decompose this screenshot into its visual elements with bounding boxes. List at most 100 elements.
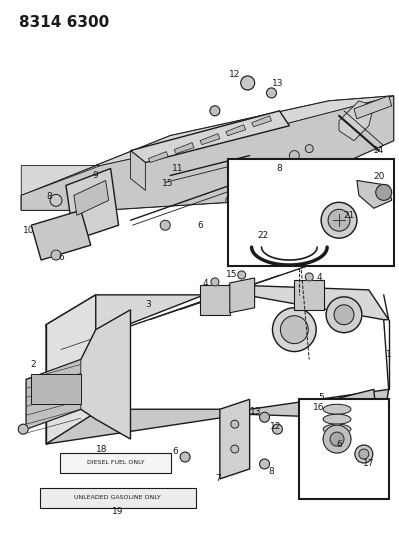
Circle shape	[18, 424, 28, 434]
Polygon shape	[200, 285, 230, 315]
FancyBboxPatch shape	[60, 453, 171, 473]
Polygon shape	[130, 151, 145, 190]
Polygon shape	[21, 96, 394, 211]
Circle shape	[341, 434, 347, 440]
Text: 14: 14	[373, 146, 384, 155]
Bar	[299, 399, 389, 499]
Text: 8: 8	[277, 164, 282, 173]
Text: 15: 15	[226, 270, 237, 279]
Text: 22: 22	[257, 231, 268, 240]
Circle shape	[355, 445, 373, 463]
Text: DIESEL FUEL ONLY: DIESEL FUEL ONLY	[87, 461, 144, 465]
Text: 6: 6	[197, 221, 203, 230]
Ellipse shape	[323, 434, 351, 444]
Circle shape	[231, 445, 239, 453]
Text: UNLEADED GASOLINE ONLY: UNLEADED GASOLINE ONLY	[74, 495, 161, 500]
Bar	[31, 375, 81, 404]
Polygon shape	[339, 101, 374, 141]
Polygon shape	[26, 360, 81, 429]
Text: 4: 4	[316, 273, 322, 282]
Circle shape	[376, 184, 392, 200]
Circle shape	[226, 196, 234, 204]
Circle shape	[334, 305, 354, 325]
Text: 19: 19	[112, 507, 123, 516]
Text: 11: 11	[172, 164, 184, 173]
Text: 4: 4	[202, 279, 208, 288]
Circle shape	[338, 431, 350, 443]
Text: 12: 12	[229, 69, 241, 78]
Circle shape	[289, 151, 299, 160]
Polygon shape	[21, 96, 394, 211]
Polygon shape	[230, 278, 255, 313]
Ellipse shape	[323, 424, 351, 434]
Circle shape	[241, 76, 255, 90]
Polygon shape	[148, 151, 168, 163]
Text: 8314 6300: 8314 6300	[19, 15, 109, 30]
Circle shape	[280, 316, 308, 344]
Text: 5: 5	[318, 393, 324, 402]
Circle shape	[211, 278, 219, 286]
Circle shape	[305, 273, 313, 281]
Ellipse shape	[323, 404, 351, 414]
Polygon shape	[74, 181, 109, 215]
Bar	[228, 158, 394, 266]
Polygon shape	[357, 181, 392, 208]
Circle shape	[273, 308, 316, 352]
Polygon shape	[354, 96, 392, 119]
Polygon shape	[334, 389, 377, 429]
Text: 17: 17	[363, 459, 375, 469]
Circle shape	[51, 250, 61, 260]
Text: 8: 8	[46, 192, 52, 201]
Circle shape	[326, 297, 362, 333]
Text: 6: 6	[336, 440, 342, 449]
Text: 6: 6	[58, 253, 64, 262]
Text: 20: 20	[373, 172, 384, 181]
Circle shape	[180, 452, 190, 462]
Polygon shape	[252, 116, 271, 127]
Polygon shape	[21, 96, 394, 196]
Circle shape	[210, 106, 220, 116]
Polygon shape	[46, 285, 389, 354]
Text: 18: 18	[96, 445, 107, 454]
Polygon shape	[294, 280, 324, 310]
Polygon shape	[66, 168, 119, 240]
Circle shape	[50, 195, 62, 206]
Circle shape	[260, 412, 269, 422]
Text: 9: 9	[93, 171, 99, 180]
Circle shape	[267, 88, 277, 98]
Circle shape	[330, 432, 344, 446]
Text: 3: 3	[146, 300, 151, 309]
Circle shape	[160, 220, 170, 230]
Polygon shape	[200, 134, 220, 144]
Circle shape	[231, 420, 239, 428]
Circle shape	[305, 144, 313, 152]
Polygon shape	[384, 320, 389, 389]
Ellipse shape	[323, 414, 351, 424]
Polygon shape	[26, 310, 130, 439]
Text: 21: 21	[344, 211, 355, 220]
Text: 13: 13	[250, 407, 262, 416]
Text: 16: 16	[313, 403, 325, 412]
Text: 2: 2	[30, 360, 36, 369]
Polygon shape	[46, 389, 389, 444]
Polygon shape	[130, 111, 289, 163]
Circle shape	[321, 203, 357, 238]
Polygon shape	[46, 295, 96, 444]
FancyBboxPatch shape	[40, 488, 196, 508]
Text: 13: 13	[272, 79, 283, 88]
Polygon shape	[220, 399, 250, 479]
Text: 12: 12	[270, 422, 281, 431]
Circle shape	[273, 424, 282, 434]
Text: 7: 7	[215, 474, 221, 483]
Polygon shape	[174, 143, 194, 154]
Circle shape	[238, 271, 246, 279]
Polygon shape	[226, 125, 246, 136]
Circle shape	[323, 425, 351, 453]
Text: 15: 15	[162, 179, 173, 188]
Text: 10: 10	[24, 225, 35, 235]
Circle shape	[328, 209, 350, 231]
Circle shape	[260, 459, 269, 469]
Text: 8: 8	[269, 467, 275, 477]
Circle shape	[359, 449, 369, 459]
Polygon shape	[31, 211, 91, 260]
